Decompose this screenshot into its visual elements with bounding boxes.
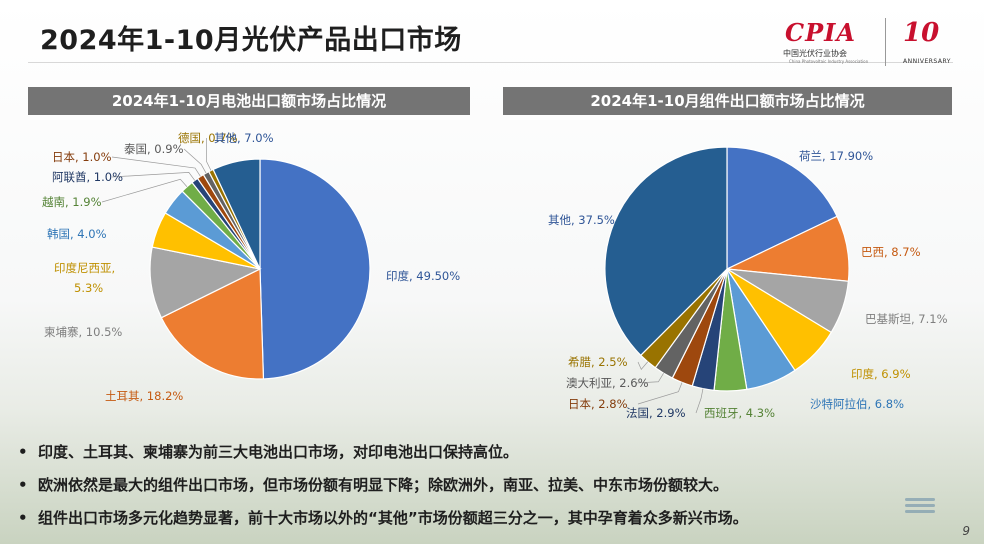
cpia-logo: CPIA 中国光伏行业协会 China Photovoltaic Industr… bbox=[783, 18, 955, 70]
bullet-dot: • bbox=[18, 509, 28, 527]
slice-label: 土耳其, 18.2% bbox=[105, 389, 183, 403]
slice-label: 其他, 37.5% bbox=[548, 213, 615, 227]
slice-label: 柬埔寨, 10.5% bbox=[44, 325, 122, 339]
slice-label: 日本, 1.0% bbox=[52, 150, 112, 164]
bullet-text: 组件出口市场多元化趋势显著，前十大市场以外的“其他”市场份额超三分之一，其中孕育… bbox=[38, 509, 748, 527]
leader-line bbox=[111, 172, 196, 181]
bullet-item: • 欧洲依然是最大的组件出口市场，但市场份额有明显下降；除欧洲外，南亚、拉美、中东… bbox=[14, 473, 954, 506]
module-chart-title: 2024年1-10月组件出口额市场占比情况 bbox=[503, 87, 952, 115]
pie-slice-battery-1 bbox=[160, 268, 265, 380]
pie-slice-battery-2 bbox=[149, 246, 262, 319]
slice-label: 越南, 1.9% bbox=[42, 195, 102, 209]
bullet-list: • 印度、土耳其、柬埔寨为前三大电池出口市场，对印电池出口保持高位。 • 欧洲依然是… bbox=[14, 440, 954, 539]
slice-label: 印度, 6.9% bbox=[851, 367, 911, 381]
bullet-item: • 印度、土耳其、柬埔寨为前三大电池出口市场，对印电池出口保持高位。 bbox=[14, 440, 954, 473]
logo-divider bbox=[885, 18, 886, 66]
decorative-lines bbox=[905, 498, 935, 516]
leader-line bbox=[206, 138, 212, 171]
bullet-text: 印度、土耳其、柬埔寨为前三大电池出口市场，对印电池出口保持高位。 bbox=[38, 443, 519, 461]
pie-slice-battery-0 bbox=[259, 158, 371, 380]
leader-line bbox=[637, 382, 683, 405]
slice-label: 泰国, 0.9% bbox=[124, 142, 184, 156]
bullet-text: 欧洲依然是最大的组件出口市场，但市场份额有明显下降；除欧洲外，南亚、拉美、中东市… bbox=[38, 476, 729, 494]
anniversary-text: ANNIVERSARY bbox=[903, 58, 951, 65]
leader-line bbox=[111, 156, 201, 177]
page-number: 9 bbox=[962, 524, 970, 538]
leader-line bbox=[183, 148, 207, 174]
slice-label: 西班牙, 4.3% bbox=[704, 406, 775, 420]
logo-brand: CPIA bbox=[785, 18, 856, 47]
page-title: 2024年1-10月光伏产品出口市场 bbox=[40, 25, 462, 56]
logo-brand-cn: 中国光伏行业协会 bbox=[783, 49, 847, 58]
leader-line bbox=[635, 373, 664, 384]
leader-line bbox=[101, 178, 188, 203]
slice-label: 沙特阿拉伯, 6.8% bbox=[810, 397, 904, 411]
battery-chart-title: 2024年1-10月电池出口额市场占比情况 bbox=[28, 87, 470, 115]
leader-line bbox=[637, 361, 649, 371]
bullet-dot: • bbox=[18, 476, 28, 494]
slice-label: 澳大利亚, 2.6% bbox=[566, 376, 649, 390]
slice-label: 印度尼西亚, 5.3% bbox=[54, 261, 115, 295]
pie-slice-module-10 bbox=[604, 146, 728, 357]
slice-label: 阿联酋, 1.0% bbox=[52, 170, 123, 184]
slice-label: 印度, 49.50% bbox=[386, 269, 460, 283]
slice-label: 日本, 2.8% bbox=[568, 397, 628, 411]
slice-label: 韩国, 4.0% bbox=[47, 227, 107, 241]
pie-slice-battery-10 bbox=[212, 158, 261, 270]
slice-label: 希腊, 2.5% bbox=[568, 355, 628, 369]
leader-line bbox=[695, 388, 704, 414]
slice-label: 其他, 7.0% bbox=[214, 131, 274, 145]
anniversary-mark: 10 bbox=[903, 18, 940, 48]
bullet-dot: • bbox=[18, 443, 28, 461]
title-divider bbox=[28, 62, 953, 63]
bullet-item: • 组件出口市场多元化趋势显著，前十大市场以外的“其他”市场份额超三分之一，其中孕… bbox=[14, 506, 954, 539]
slice-label: 巴西, 8.7% bbox=[861, 245, 921, 259]
slice-label: 荷兰, 17.90% bbox=[799, 149, 873, 163]
slice-label: 巴基斯坦, 7.1% bbox=[865, 312, 948, 326]
slice-label: 法国, 2.9% bbox=[626, 406, 686, 420]
pie-slice-module-0 bbox=[726, 146, 838, 270]
logo-brand-en: China Photovoltaic Industry Association bbox=[789, 59, 869, 64]
slice-label: 德国, 0.7% bbox=[178, 131, 238, 145]
